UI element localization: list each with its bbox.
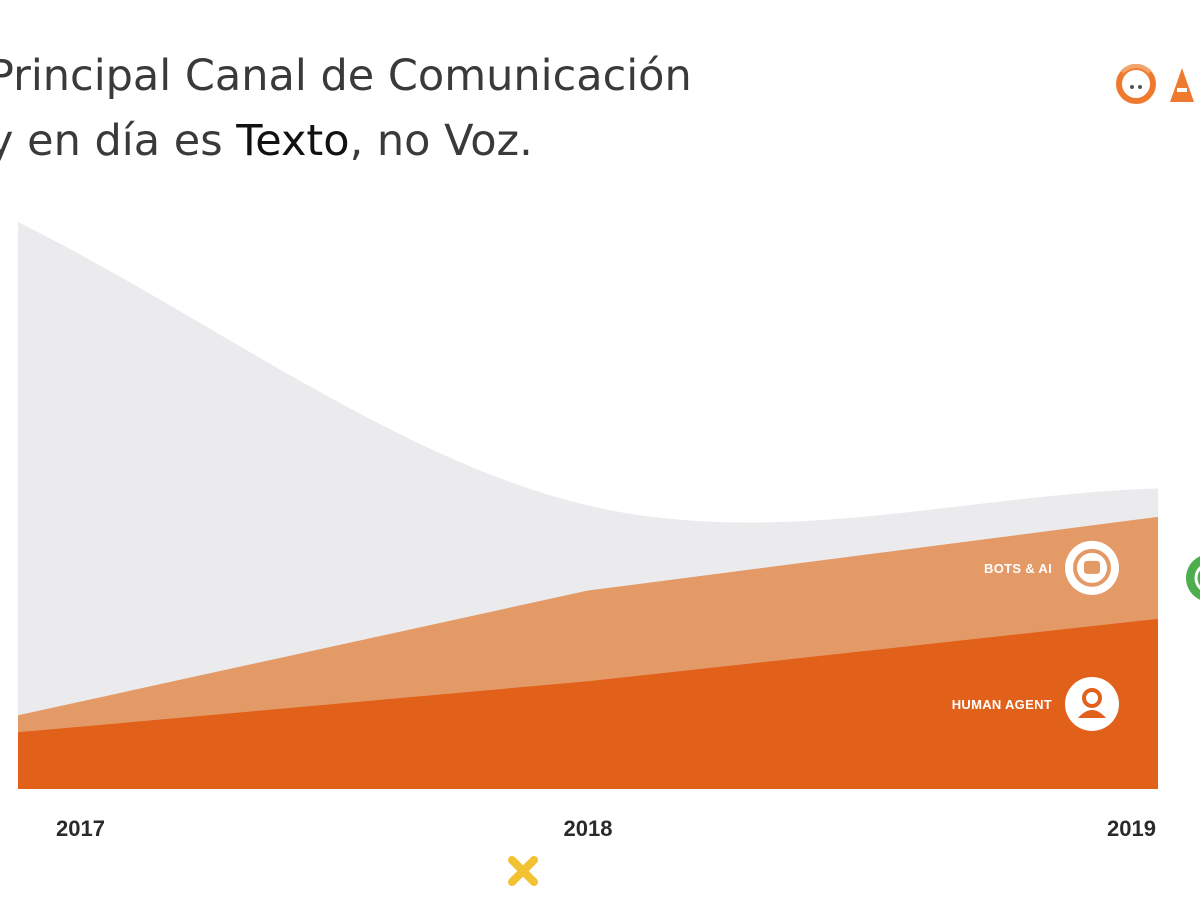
human-agent-area bbox=[18, 618, 1158, 789]
title-line-2: y en día es Texto, no Voz. bbox=[0, 109, 692, 174]
title-line-1: Principal Canal de Comunicación bbox=[0, 51, 692, 101]
x-tick-label-2017: 2017 bbox=[56, 816, 105, 841]
title-line-2-prefix: y en día es bbox=[0, 115, 237, 166]
x-tick-label-2018: 2018 bbox=[564, 816, 613, 841]
bots-ai-label: BOTS & AI bbox=[984, 561, 1052, 576]
person-icon bbox=[1082, 687, 1102, 708]
human-agent-label: HUMAN AGENT bbox=[952, 697, 1052, 712]
logo-icon bbox=[1112, 62, 1200, 106]
robot-icon bbox=[1073, 548, 1111, 587]
x-tick-label-2019: 2019 bbox=[1107, 816, 1156, 841]
person-body-icon bbox=[1078, 709, 1106, 718]
robot-head-icon bbox=[1084, 560, 1100, 574]
slide-title: Principal Canal de Comunicación y en día… bbox=[0, 44, 692, 173]
title-line-2-suffix: , no Voz. bbox=[349, 115, 533, 166]
title-emphasis: Texto bbox=[236, 115, 350, 166]
close-icon[interactable] bbox=[505, 853, 541, 889]
whatsapp-icon bbox=[1178, 548, 1200, 608]
